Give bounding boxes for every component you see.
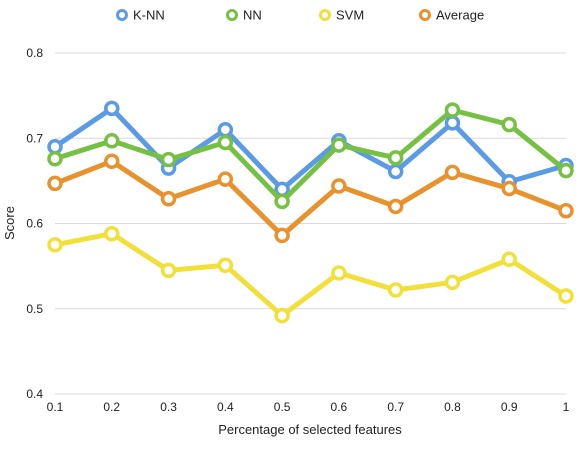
x-tick-label: 0.4 bbox=[217, 400, 234, 414]
data-point bbox=[444, 102, 461, 118]
x-tick-label: 0.2 bbox=[103, 400, 120, 414]
data-point bbox=[160, 262, 177, 279]
data-point bbox=[104, 133, 120, 149]
x-tick-label: 0.7 bbox=[387, 400, 404, 414]
legend: K-NN NN SVM Average bbox=[116, 8, 484, 23]
y-tick-label: 0.8 bbox=[26, 46, 43, 60]
data-point bbox=[331, 178, 347, 194]
x-tick-label: 0.1 bbox=[47, 400, 64, 414]
data-point bbox=[331, 265, 347, 281]
y-axis-title: Score bbox=[2, 206, 17, 240]
data-point bbox=[387, 150, 404, 166]
y-tick-label: 0.7 bbox=[26, 131, 43, 145]
data-point bbox=[387, 282, 404, 298]
data-point bbox=[217, 171, 234, 187]
y-tick-label: 0.6 bbox=[26, 217, 43, 231]
series-line bbox=[52, 105, 569, 192]
legend-item: Average bbox=[419, 8, 484, 23]
data-point bbox=[444, 164, 461, 181]
legend-label: NN bbox=[243, 8, 262, 23]
data-point bbox=[558, 162, 574, 179]
legend-label: K-NN bbox=[133, 8, 165, 23]
legend-item: NN bbox=[226, 8, 262, 23]
data-point bbox=[274, 307, 290, 324]
data-point bbox=[104, 100, 120, 117]
x-tick-label: 0.3 bbox=[160, 400, 177, 414]
data-point bbox=[47, 237, 63, 253]
data-point bbox=[104, 153, 120, 170]
legend-item: K-NN bbox=[116, 8, 165, 23]
data-point bbox=[47, 150, 63, 167]
data-point bbox=[160, 151, 177, 168]
legend-label: SVM bbox=[336, 8, 364, 23]
x-tick-label: 0.9 bbox=[501, 400, 518, 414]
series-line bbox=[52, 158, 569, 238]
legend-marker bbox=[116, 9, 128, 21]
series-average bbox=[47, 153, 574, 244]
legend-marker bbox=[419, 9, 431, 21]
y-tick-label: 0.5 bbox=[26, 302, 43, 316]
data-point bbox=[444, 274, 461, 291]
y-tick-labels: 0.4 0.5 0.6 0.7 0.8 bbox=[26, 46, 43, 401]
data-point bbox=[558, 202, 574, 219]
data-point bbox=[558, 288, 574, 304]
legend-label: Average bbox=[436, 8, 484, 23]
x-tick-label: 0.6 bbox=[331, 400, 348, 414]
data-point bbox=[444, 115, 461, 131]
series-group bbox=[47, 100, 574, 324]
data-point bbox=[104, 225, 120, 242]
x-tick-label: 0.8 bbox=[444, 400, 461, 414]
data-point bbox=[501, 116, 517, 133]
series-nn bbox=[47, 102, 574, 210]
x-tick-labels: 0.1 0.2 0.3 0.4 0.5 0.6 0.7 0.8 0.9 1 bbox=[47, 400, 570, 414]
data-point bbox=[217, 134, 234, 151]
data-point bbox=[331, 137, 347, 153]
x-axis-title: Percentage of selected features bbox=[218, 422, 402, 437]
x-tick-label: 1 bbox=[563, 400, 570, 414]
legend-marker bbox=[319, 9, 331, 21]
x-tick-label: 0.5 bbox=[274, 400, 291, 414]
data-point bbox=[501, 251, 517, 268]
data-point bbox=[387, 198, 404, 215]
data-point bbox=[47, 175, 63, 192]
series-line bbox=[52, 231, 569, 319]
data-point bbox=[501, 180, 517, 197]
data-point bbox=[387, 163, 404, 180]
data-point bbox=[274, 227, 290, 244]
data-point bbox=[217, 257, 234, 274]
series-line bbox=[52, 107, 569, 204]
data-point bbox=[160, 191, 177, 207]
legend-marker bbox=[226, 9, 238, 21]
grid-lines bbox=[55, 52, 566, 395]
series-k-nn bbox=[47, 100, 574, 198]
series-svm bbox=[47, 225, 574, 324]
y-tick-label: 0.4 bbox=[26, 387, 43, 401]
data-point bbox=[274, 193, 290, 210]
legend-item: SVM bbox=[319, 8, 364, 23]
data-point bbox=[217, 121, 234, 138]
